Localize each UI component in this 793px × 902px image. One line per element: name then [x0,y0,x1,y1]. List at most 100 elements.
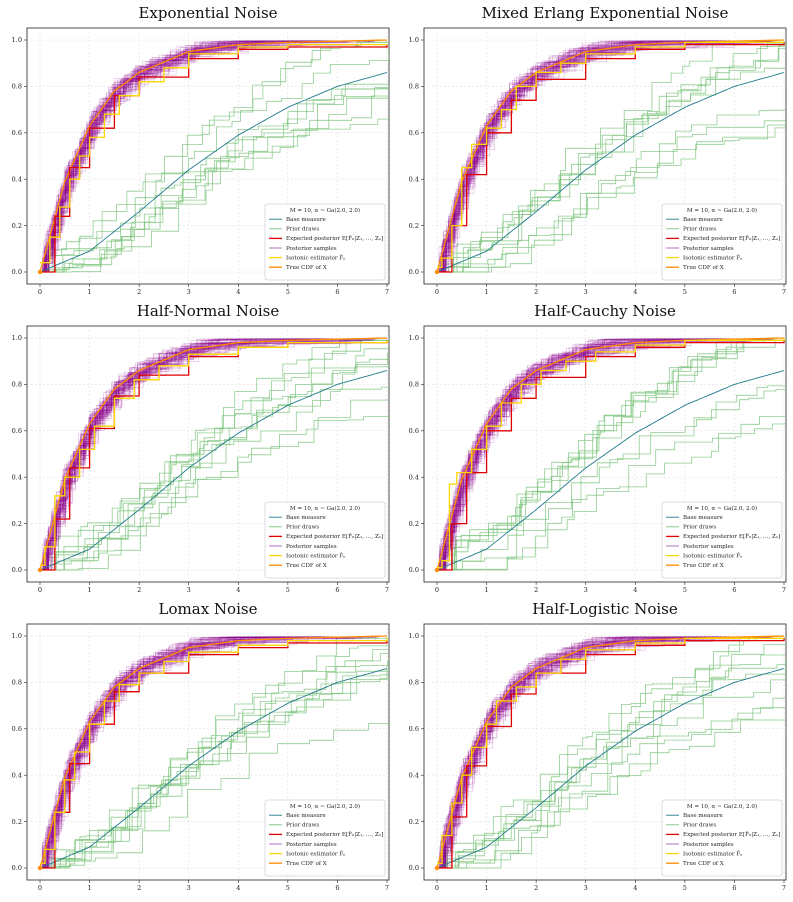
x-tick-label: 7 [385,288,389,296]
posterior-sample-line [437,338,749,571]
chart-panel-1: Exponential Noise 0 1 2 3 4 5 6 7 0.0 0.2 0.4 0.6 0.8… [12,4,390,296]
x-tick-label: 1 [88,288,92,296]
posterior-sample-line [437,636,748,869]
posterior-sample-line [40,40,352,273]
x-tick-label: 4 [633,884,637,892]
y-tick-label: 0.6 [12,129,22,137]
posterior-sample-line [40,636,359,869]
plot-area [434,39,786,275]
isotonic-estimator-line [437,41,784,269]
true-cdf-line [436,635,785,869]
x-tick-label: 5 [286,884,290,892]
posterior-sample-line [437,40,765,273]
posterior-sample-line [437,636,754,869]
true-cdf-line [436,337,785,571]
posterior-sample-line [437,40,766,273]
posterior-sample-line [40,338,351,571]
posterior-sample-line [40,338,349,571]
posterior-sample-line [40,636,376,869]
legend-entry: Posterior samples [683,544,734,550]
legend-entry: Expected posterior E[F̂₀|Z₁, …, Zₙ] [286,533,383,540]
posterior-sample-line [437,636,749,869]
prior-draw-line [437,339,786,571]
posterior-sample-line [40,338,361,571]
posterior-sample-line [40,338,350,571]
x-tick-label: 1 [88,586,92,594]
posterior-sample-line [437,341,746,571]
posterior-sample-line [40,40,349,273]
posterior-sample-line [437,636,752,869]
x-tick-label: 4 [236,586,240,594]
prior-draw-line [40,41,389,273]
origin-marker [434,567,440,573]
posterior-sample-line [40,40,361,273]
posterior-sample-line [437,636,756,869]
posterior-sample-line [40,636,355,869]
expected-posterior-line [40,640,388,869]
posterior-sample-line [437,40,762,273]
posterior-sample-line [437,636,764,869]
chart-title: Half-Normal Noise [137,302,280,320]
posterior-sample-line [437,338,747,571]
posterior-sample-line [40,338,354,571]
isotonic-estimator-line [40,638,388,865]
posterior-sample-line [40,338,351,571]
posterior-sample-line [437,340,750,571]
x-tick-label: 1 [485,586,489,594]
prior-draw-line [437,339,786,571]
legend-entry: Posterior samples [683,246,734,252]
posterior-sample-line [40,338,353,571]
posterior-sample-line [437,636,751,869]
prior-draw-line [40,399,389,571]
y-tick-label: 0.6 [409,427,419,435]
posterior-sample-line [437,636,765,869]
posterior-sample-line [437,339,750,571]
prior-draw-line [437,339,786,571]
posterior-sample-line [40,342,353,571]
posterior-sample-line [40,636,361,869]
posterior-sample-line [437,338,756,571]
legend-entry: Posterior samples [286,842,337,848]
posterior-sample-line [40,40,348,273]
legend-entry: Expected posterior E[F̂₀|Z₁, …, Zₙ] [286,831,383,838]
posterior-sample-line [437,636,764,869]
x-tick-label: 2 [534,288,538,296]
posterior-sample-line [40,40,373,273]
posterior-sample-line [40,40,351,273]
prior-draw-line [437,109,786,273]
posterior-sample-line [437,338,765,571]
prior-draw-line [437,45,786,273]
posterior-sample-line [40,636,354,869]
posterior-sample-line [40,636,364,869]
posterior-sample-line [40,338,352,571]
y-tick-label: 0.8 [409,381,419,389]
posterior-sample-line [40,338,372,571]
posterior-sample-line [437,636,761,869]
posterior-sample-line [437,40,760,273]
posterior-sample-line [40,338,362,571]
x-tick-label: 5 [683,288,687,296]
posterior-samples [437,636,774,869]
posterior-sample-line [437,338,760,571]
prior-draw-line [40,97,389,273]
legend-entry: Prior draws [683,823,716,829]
legend-box [264,501,386,579]
chart-title: Half-Cauchy Noise [534,302,676,320]
posterior-sample-line [40,40,352,273]
posterior-sample-line [40,338,359,571]
legend-header: M = 10, α ~ Ga(2.0, 2.0) [290,803,360,810]
prior-draw-line [437,654,786,869]
posterior-sample-line [437,636,758,869]
posterior-sample-line [40,638,364,869]
posterior-sample-line [437,40,752,273]
x-tick-label: 3 [584,586,588,594]
y-tick-label: 0.4 [409,175,419,183]
prior-draw-line [40,50,389,273]
legend-entry: Prior draws [286,227,319,233]
posterior-sample-line [40,40,369,273]
x-tick-label: 7 [782,586,786,594]
isotonic-estimator-line [40,43,387,264]
chart-title: Lomax Noise [159,600,258,618]
x-tick-label: 4 [633,586,637,594]
legend-entry: Base measure [683,217,724,223]
